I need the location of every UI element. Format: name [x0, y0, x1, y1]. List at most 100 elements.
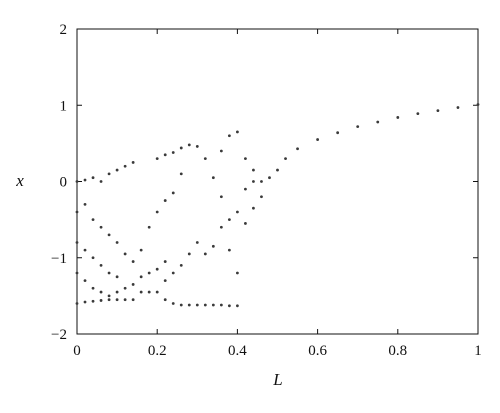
data-point: [260, 195, 263, 199]
data-point: [179, 263, 183, 267]
data-point: [99, 290, 103, 294]
data-point: [179, 146, 183, 150]
data-point: [252, 180, 255, 183]
data-point: [211, 244, 215, 248]
data-point: [115, 290, 119, 294]
data-point: [83, 300, 87, 304]
data-point: [107, 271, 111, 275]
data-point: [171, 302, 175, 305]
data-point: [187, 143, 191, 147]
data-point: [252, 206, 255, 210]
x-tick-label: 0.4: [228, 343, 247, 359]
data-point: [227, 134, 231, 138]
data-point: [284, 157, 287, 161]
data-point: [131, 283, 135, 286]
data-point: [75, 180, 79, 183]
data-point: [171, 151, 175, 154]
data-point: [163, 199, 167, 202]
data-point: [155, 157, 159, 161]
data-point: [139, 290, 143, 294]
data-point: [131, 161, 135, 164]
data-point: [163, 153, 167, 157]
data-point: [316, 138, 319, 141]
data-point: [227, 248, 231, 252]
data-point: [91, 176, 95, 180]
data-point: [83, 279, 87, 283]
data-point: [131, 298, 135, 302]
data-point: [211, 303, 215, 307]
data-point: [75, 241, 79, 244]
data-point: [219, 195, 223, 199]
x-tick-label: 1: [474, 343, 482, 359]
data-point: [75, 210, 79, 214]
data-point: [219, 149, 223, 153]
data-point: [244, 157, 247, 161]
data-point: [356, 125, 360, 128]
data-point: [436, 109, 440, 112]
data-point: [91, 256, 95, 260]
data-point: [155, 290, 159, 294]
data-point: [203, 157, 207, 161]
data-point: [139, 248, 143, 252]
x-tick-label: 0.6: [308, 343, 327, 359]
data-point: [115, 168, 119, 172]
data-point: [99, 263, 103, 267]
x-tick-label: 0.2: [148, 343, 167, 359]
data-point: [83, 178, 87, 182]
y-tick-label: 2: [60, 22, 68, 38]
y-axis-label: x: [15, 171, 24, 190]
data-point: [75, 271, 79, 275]
data-point: [123, 298, 127, 302]
data-point: [396, 116, 400, 119]
data-point: [236, 130, 239, 134]
data-point: [195, 303, 199, 307]
data-point: [163, 279, 167, 283]
data-point: [83, 248, 87, 252]
data-point: [276, 168, 279, 172]
data-point: [99, 225, 103, 229]
data-point: [171, 191, 175, 195]
data-point: [123, 286, 127, 290]
data-point: [244, 222, 247, 225]
data-point: [107, 233, 111, 237]
data-point: [219, 225, 223, 229]
data-point: [236, 271, 239, 275]
data-points: [75, 103, 480, 308]
data-point: [131, 260, 135, 263]
ticks: [76, 28, 479, 335]
data-point: [227, 304, 231, 308]
data-point: [155, 267, 159, 271]
data-point: [268, 176, 271, 180]
data-point: [171, 271, 175, 275]
plot-frame: [76, 28, 479, 335]
data-point: [211, 176, 215, 180]
data-point: [107, 294, 111, 298]
data-point: [155, 210, 159, 214]
data-point: [476, 103, 480, 106]
y-tick-label: 1: [60, 98, 68, 114]
data-point: [91, 286, 95, 290]
data-point: [227, 218, 231, 222]
data-point: [236, 304, 239, 308]
data-point: [115, 275, 119, 279]
data-point: [163, 260, 167, 263]
data-point: [75, 302, 79, 305]
data-point: [91, 299, 95, 303]
data-point: [195, 145, 199, 148]
data-point: [107, 172, 111, 176]
data-point: [163, 298, 167, 302]
y-tick-label: −1: [51, 251, 67, 267]
data-point: [91, 218, 95, 222]
data-point: [179, 303, 183, 307]
data-point: [179, 172, 183, 176]
data-point: [187, 252, 191, 256]
x-tick-label: 0.8: [388, 343, 407, 359]
data-point: [296, 147, 299, 151]
data-point: [83, 202, 87, 206]
data-point: [336, 131, 340, 135]
data-point: [376, 120, 380, 124]
data-point: [244, 187, 247, 191]
tick-labels: 0 0.2 0.4 0.6 0.8 1 −2 −1 0 1 2: [51, 22, 482, 359]
data-point: [107, 298, 111, 302]
data-point: [187, 303, 191, 307]
